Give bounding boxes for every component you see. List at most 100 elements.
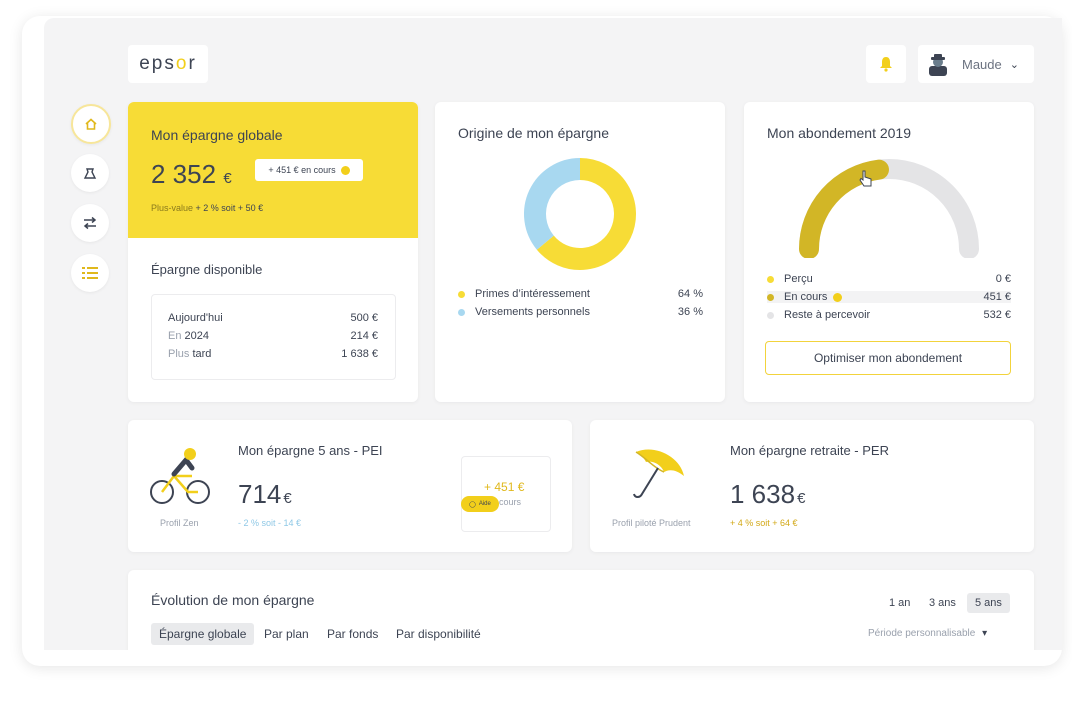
row-label: En: [168, 330, 182, 342]
abondement-legend-row: Perçu 0 €: [767, 273, 1011, 285]
avatar-icon: [929, 54, 947, 76]
period-5-years[interactable]: 5 ans: [967, 593, 1010, 613]
origin-title: Origine de mon épargne: [458, 125, 609, 141]
legend-value: 0 €: [995, 273, 1011, 285]
row-label-strong: 2024: [184, 330, 210, 342]
notifications-button[interactable]: [866, 45, 906, 83]
pei-amount-value: 714: [238, 479, 282, 509]
nav-transfers[interactable]: [71, 204, 109, 242]
info-icon[interactable]: [833, 292, 843, 302]
user-name: Maude: [962, 56, 1002, 72]
global-gain: Plus-value + 2 % soit + 50 €: [151, 203, 263, 213]
legend-dot: [458, 290, 465, 298]
legend-dot: [767, 311, 774, 319]
legend-dot: [767, 275, 774, 283]
abondement-title: Mon abondement 2019: [767, 125, 911, 141]
app-window: eps o r Maude ⌄ Mon épargne globale 2 352 …: [44, 18, 1062, 650]
period-3-years[interactable]: 3 ans: [929, 597, 956, 609]
bell-icon: [880, 57, 892, 72]
origin-legend-row: Primes d’intéressement 64 %: [458, 288, 703, 300]
period-1-year[interactable]: 1 an: [889, 597, 911, 609]
abondement-legend-row: Reste à percevoir 532 €: [767, 309, 1011, 321]
legend-dot: [458, 308, 465, 316]
epsor-logo[interactable]: eps o r: [128, 45, 208, 83]
help-label: Aide: [478, 501, 491, 507]
abondement-gauge: [799, 159, 979, 258]
pei-performance: - 2 % soit - 14 €: [238, 518, 302, 528]
info-icon: [340, 165, 350, 175]
optimize-abondement-button[interactable]: Optimiser mon abondement: [765, 341, 1011, 375]
logo-text: eps: [139, 53, 176, 74]
available-row: En 2024 214 €: [168, 330, 378, 342]
pei-profile: Profil Zen: [160, 518, 199, 528]
logo-text-o: o: [175, 53, 189, 74]
hand-cursor-icon: [859, 170, 872, 187]
available-row: Aujourd'hui 500 €: [168, 312, 378, 324]
per-performance: + 4 % soit + 64 €: [730, 518, 798, 528]
logo-text-end: r: [188, 53, 197, 74]
list-icon: [82, 267, 98, 279]
origin-legend-row: Versements personnels 36 %: [458, 306, 703, 318]
per-profile: Profil piloté Prudent: [612, 518, 691, 528]
chevron-down-icon: ⌄: [1009, 58, 1019, 71]
row-value: 1 638 €: [341, 348, 378, 360]
umbrella-illustration-icon: [633, 449, 684, 498]
evolution-title: Évolution de mon épargne: [151, 592, 315, 608]
pei-pending-value: + 451 €: [484, 480, 525, 494]
gain-value: + 2 % soit + 50 €: [195, 203, 264, 213]
donut-slice-2[interactable]: [524, 158, 581, 250]
custom-period-label: Période personnalisable: [868, 628, 976, 639]
nav-home[interactable]: [71, 104, 111, 144]
pei-pending-sub: cours: [499, 497, 522, 507]
tab-by-plan[interactable]: Par plan: [264, 627, 309, 641]
global-amount-currency: €: [223, 170, 232, 187]
home-icon: [85, 118, 97, 130]
row-label: Aujourd'hui: [168, 312, 223, 324]
legend-value: 64 %: [677, 288, 703, 300]
row-value: 500 €: [350, 312, 378, 324]
pei-amount: 714 €: [238, 479, 292, 510]
cyclist-illustration-icon: [150, 448, 210, 504]
evolution-card: [128, 570, 1034, 650]
tab-global-savings[interactable]: Épargne globale: [151, 623, 255, 645]
help-button[interactable]: ◯ Aide: [461, 496, 499, 512]
legend-label: Versements personnels: [475, 306, 590, 318]
available-title: Épargne disponible: [151, 262, 263, 277]
nav-operations[interactable]: [71, 254, 109, 292]
chat-icon: ◯: [469, 501, 476, 508]
per-amount: 1 638 €: [730, 479, 805, 510]
global-savings-amount: 2 352 €: [151, 159, 232, 190]
pending-badge[interactable]: + 451 € en cours: [255, 159, 363, 181]
piggy-icon: [83, 168, 97, 179]
user-menu[interactable]: Maude ⌄: [918, 45, 1034, 83]
tab-by-availability[interactable]: Par disponibilité: [396, 627, 481, 641]
row-label-strong: tard: [192, 348, 212, 360]
transfer-icon: [83, 216, 97, 230]
legend-dot: [767, 293, 774, 301]
nav-savings[interactable]: [71, 154, 109, 192]
legend-label: Perçu: [784, 273, 813, 285]
origin-donut-chart: [524, 158, 636, 270]
legend-value: 451 €: [983, 291, 1011, 303]
gain-label: Plus-value: [151, 203, 194, 213]
caret-down-icon: ▾: [982, 628, 988, 639]
available-box: [151, 294, 396, 380]
pei-amount-currency: €: [283, 490, 292, 507]
legend-label: En cours: [784, 291, 828, 303]
legend-label: Reste à percevoir: [784, 309, 871, 321]
pei-pending-box: [461, 456, 551, 532]
donut-slice-1[interactable]: [536, 158, 636, 270]
legend-label: Primes d’intéressement: [475, 288, 590, 300]
per-amount-currency: €: [797, 490, 806, 507]
pending-badge-text: + 451 € en cours: [268, 165, 336, 175]
custom-period-select[interactable]: Période personnalisable ▾: [868, 628, 987, 639]
row-label: Plus: [168, 348, 190, 360]
available-row: Plus tard 1 638 €: [168, 348, 378, 360]
pei-card[interactable]: [128, 420, 572, 552]
per-card[interactable]: [590, 420, 1034, 552]
global-savings-title: Mon épargne globale: [151, 127, 283, 143]
per-amount-value: 1 638: [730, 479, 796, 509]
legend-value: 532 €: [983, 309, 1011, 321]
tab-by-fund[interactable]: Par fonds: [327, 627, 379, 641]
pei-title: Mon épargne 5 ans - PEI: [238, 443, 383, 458]
